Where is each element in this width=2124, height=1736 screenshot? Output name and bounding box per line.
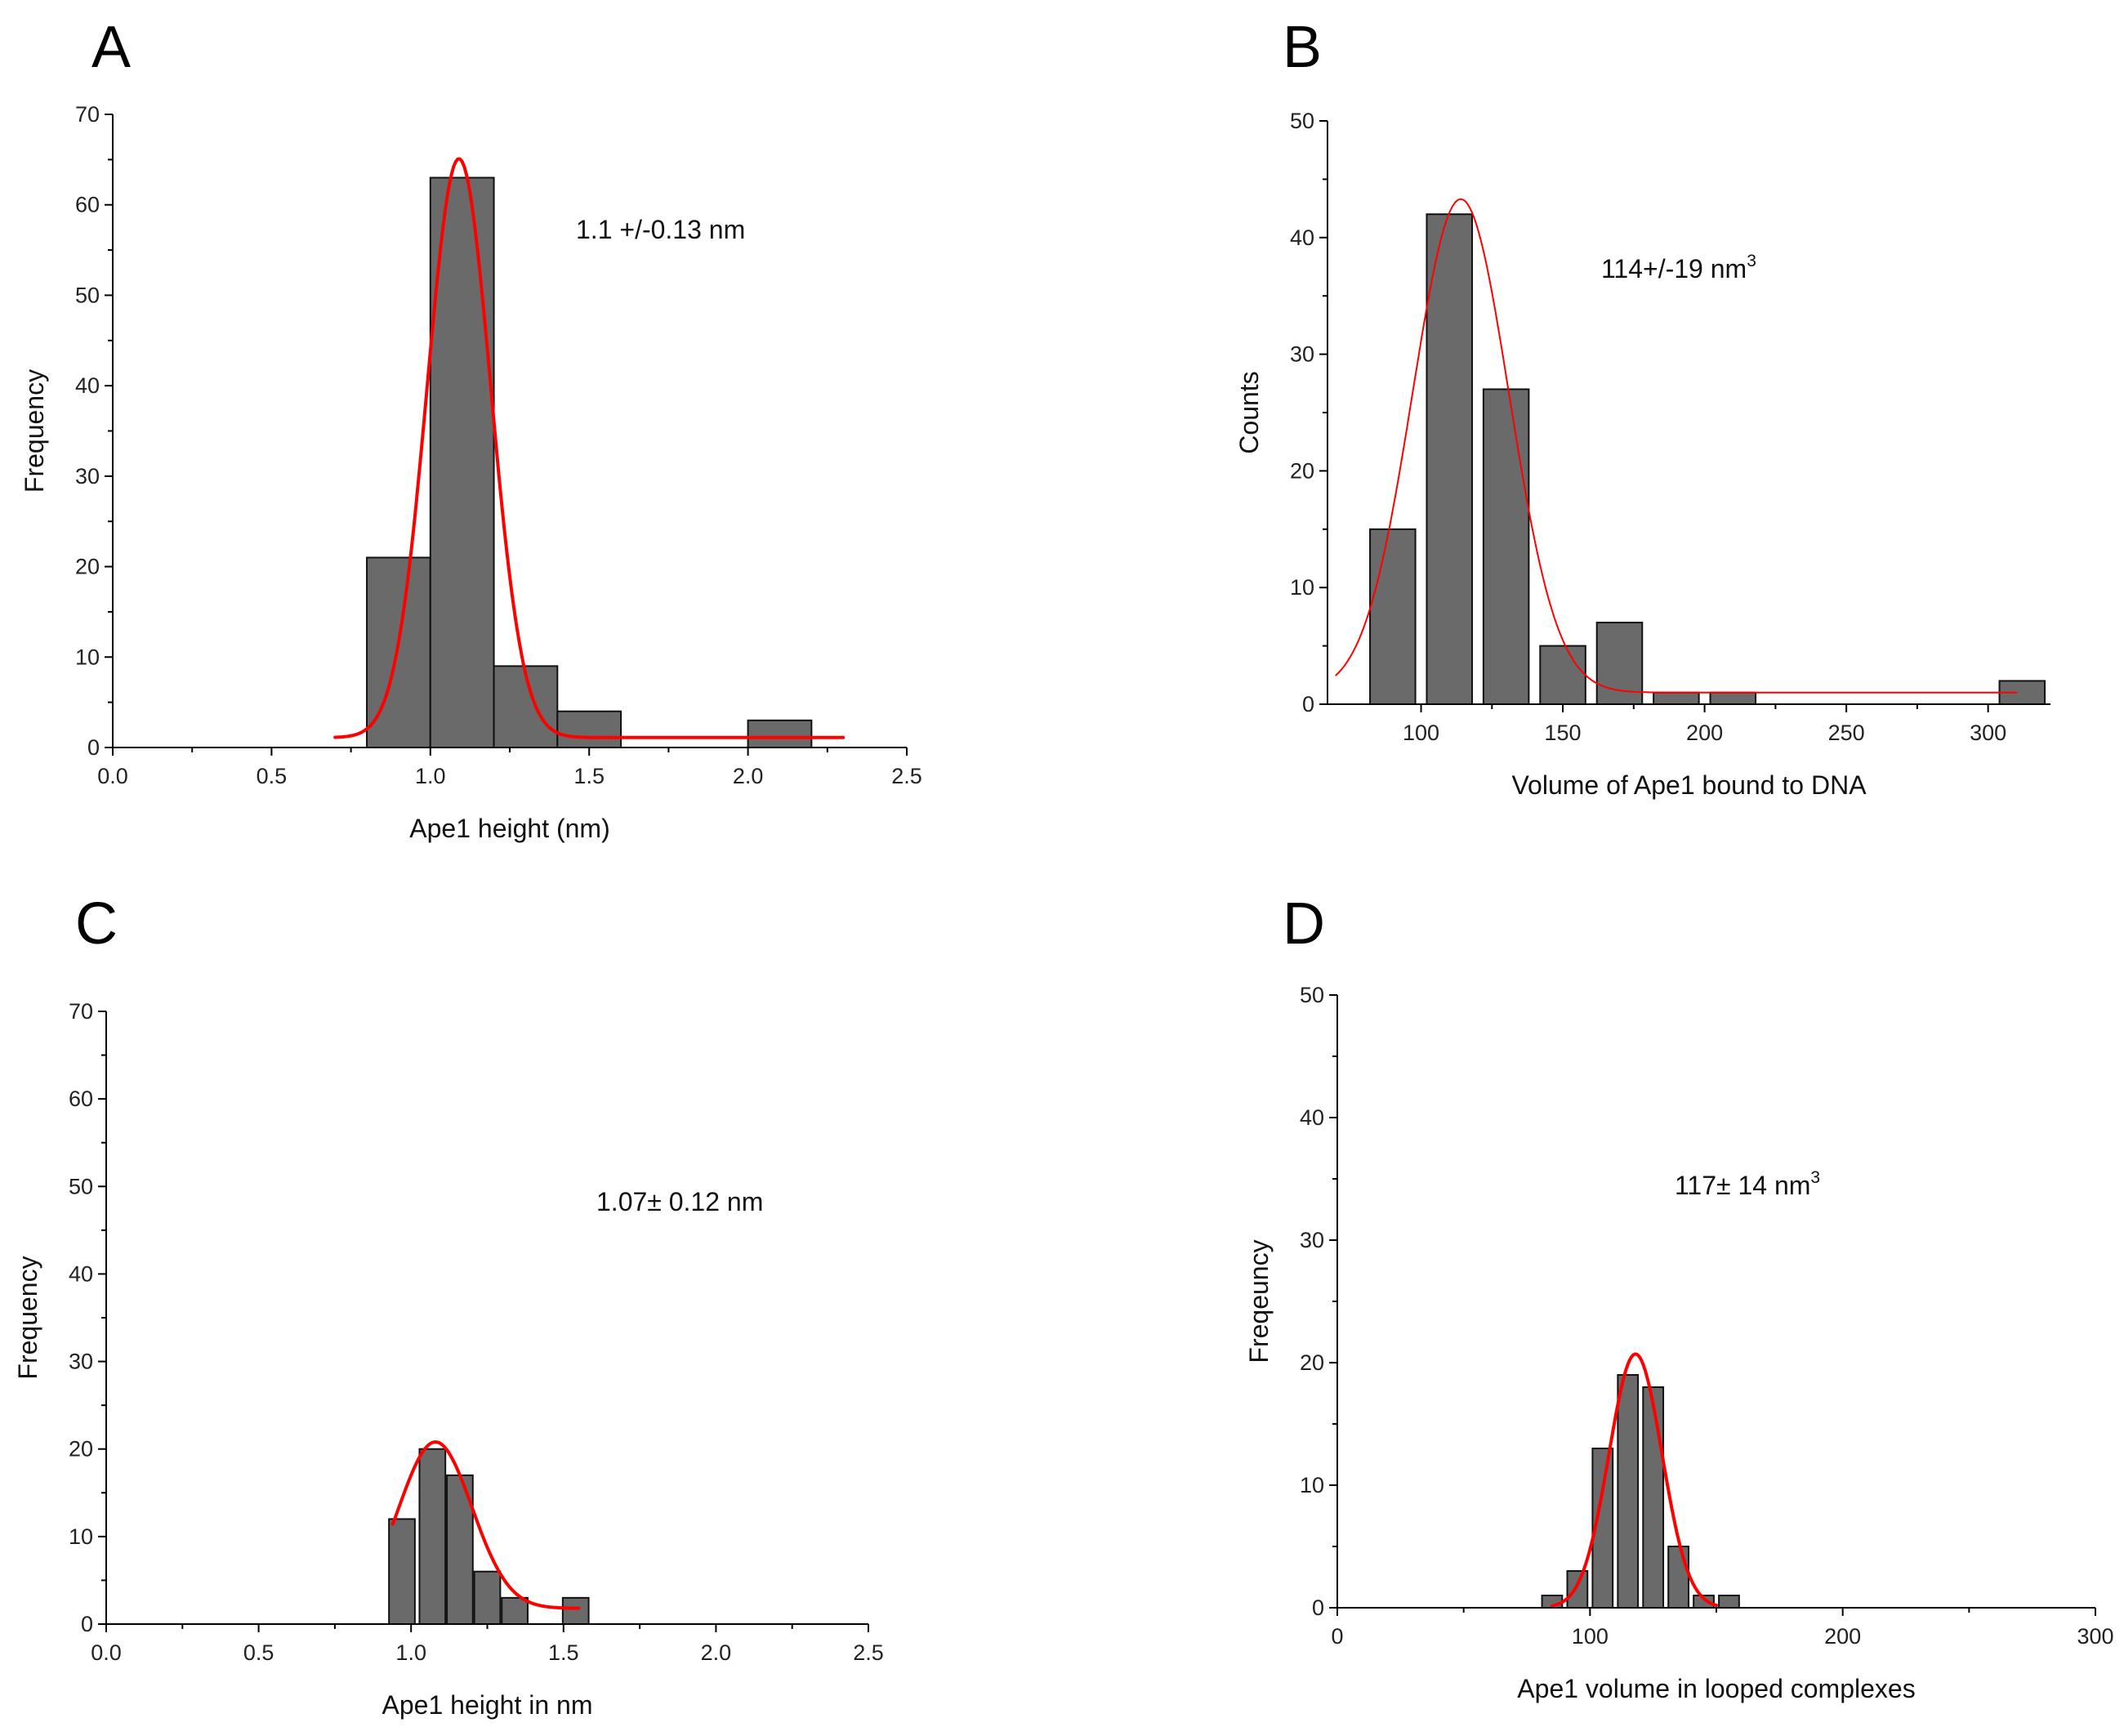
histogram-bar [1667, 1546, 1689, 1609]
y-tick-label: 30 [75, 464, 100, 489]
panel-letter: D [1283, 891, 1325, 957]
x-tick-label: 0 [1331, 1624, 1343, 1649]
fit-annotation: 1.1 +/-0.13 nm [576, 215, 745, 244]
y-tick-label: 0 [1302, 692, 1314, 716]
x-tick-label: 1.0 [415, 764, 446, 788]
x-axis-label: Ape1 height in nm [382, 1690, 593, 1720]
x-axis-label: Ape1 height (nm) [409, 814, 609, 843]
x-tick-label: 100 [1572, 1624, 1609, 1649]
histogram-bar [561, 1596, 590, 1626]
x-tick-label: 150 [1545, 721, 1582, 745]
y-tick-label: 60 [69, 1087, 93, 1111]
x-tick-label: 200 [1824, 1624, 1861, 1649]
annotation-superscript: 3 [1810, 1168, 1820, 1187]
histogram-bar [1369, 528, 1417, 705]
panel-d: D 0 100 200 300 0 10 20 30 40 50 Ape1 volume in loo… [1244, 891, 2114, 1703]
y-tick-label: 40 [75, 373, 100, 398]
y-tick-label: 30 [1290, 342, 1314, 367]
panel-c: C 0.0 0.5 1.0 1.5 2.0 2.5 0 10 20 30 40 50 60 70 Ape1 h… [13, 891, 884, 1720]
histogram-bar [418, 1448, 447, 1625]
histogram-bar [473, 1570, 502, 1625]
y-tick-label: 10 [75, 645, 100, 669]
y-tick-label: 50 [69, 1174, 93, 1198]
histogram-bar [747, 719, 813, 748]
y-tick-label: 20 [69, 1437, 93, 1462]
histogram-bar [1718, 1595, 1740, 1609]
y-tick-label: 60 [75, 193, 100, 217]
histogram-bar [388, 1518, 416, 1626]
y-tick-label: 50 [75, 283, 100, 307]
y-tick-label: 70 [69, 999, 93, 1024]
y-tick-label: 40 [1290, 225, 1314, 250]
x-tick-label: 2.5 [891, 764, 922, 788]
y-axis-label: Frequency [13, 1256, 42, 1379]
x-tick-label: 250 [1828, 721, 1865, 745]
x-axis-label: Ape1 volume in looped complexes [1517, 1674, 1915, 1703]
histogram-bar [501, 1596, 529, 1626]
y-tick-label: 20 [1300, 1350, 1324, 1375]
y-tick-label: 0 [1312, 1595, 1324, 1620]
x-tick-label: 0.5 [243, 1640, 274, 1665]
histogram-bar [1709, 691, 1757, 705]
gaussian-fit-line [333, 157, 846, 739]
y-axis-label: Counts [1234, 371, 1264, 453]
y-tick-label: 10 [1300, 1473, 1324, 1497]
histogram-bar [429, 176, 495, 748]
x-tick-label: 2.5 [853, 1640, 884, 1665]
y-tick-label: 50 [1290, 109, 1314, 133]
histogram-bar [1539, 645, 1586, 705]
y-tick-label: 30 [1300, 1228, 1324, 1252]
y-tick-label: 40 [69, 1261, 93, 1286]
y-tick-label: 30 [69, 1350, 93, 1374]
histogram-bar [1617, 1374, 1640, 1609]
histogram-bar [1566, 1570, 1589, 1609]
histogram-bar [1426, 213, 1473, 705]
histogram-bar [1642, 1386, 1665, 1609]
panel-letter: C [75, 891, 118, 957]
x-tick-label: 300 [2077, 1624, 2113, 1649]
x-tick-label: 1.0 [395, 1640, 426, 1665]
x-tick-label: 2.0 [701, 1640, 732, 1665]
annotation-superscript: 3 [1747, 252, 1756, 270]
histogram-bar [446, 1474, 474, 1626]
y-axis-label: Frequency [20, 369, 49, 493]
x-axis-label: Volume of Ape1 bound to DNA [1511, 770, 1867, 800]
gaussian-fit-line [1335, 198, 2018, 694]
y-axis-label: Freqeuncy [1244, 1239, 1274, 1363]
gaussian-fit-line [1550, 1352, 1718, 1608]
y-tick-label: 40 [1300, 1105, 1324, 1130]
y-tick-label: 0 [81, 1612, 93, 1636]
panel-letter: A [91, 15, 131, 80]
y-tick-label: 10 [69, 1524, 93, 1549]
histogram-bar [556, 710, 622, 749]
gaussian-fit-line [390, 1440, 581, 1610]
y-tick-label: 0 [87, 735, 100, 760]
y-tick-label: 10 [1290, 575, 1314, 600]
panel-b: B 100 150 200 250 300 0 10 20 30 40 50 Volume of Ape… [1234, 15, 2050, 800]
x-tick-label: 1.5 [548, 1640, 579, 1665]
y-tick-label: 20 [1290, 458, 1314, 483]
x-tick-label: 200 [1686, 721, 1723, 745]
panel-a: A 0.0 0.5 1.0 1.5 2.0 2.5 0 10 20 30 40 50 60 70 Ape1 h… [20, 15, 922, 843]
y-tick-label: 70 [75, 102, 100, 127]
fit-annotation: 117± 14 nm3 [1675, 1168, 1820, 1200]
histogram-bar [1653, 691, 1700, 705]
fit-annotation: 114+/-19 nm3 [1601, 252, 1756, 283]
x-tick-label: 300 [1970, 721, 2006, 745]
fit-annotation: 1.07± 0.12 nm [596, 1187, 763, 1216]
y-tick-label: 20 [75, 555, 100, 579]
x-tick-label: 0.5 [257, 764, 288, 788]
panel-letter: B [1283, 15, 1322, 80]
y-tick-label: 50 [1300, 983, 1324, 1007]
x-tick-label: 1.5 [573, 764, 605, 788]
x-tick-label: 0.0 [91, 1640, 122, 1665]
x-tick-label: 0.0 [97, 764, 128, 788]
x-tick-label: 100 [1403, 721, 1439, 745]
x-tick-label: 2.0 [733, 764, 764, 788]
histogram-bar [1482, 388, 1530, 705]
